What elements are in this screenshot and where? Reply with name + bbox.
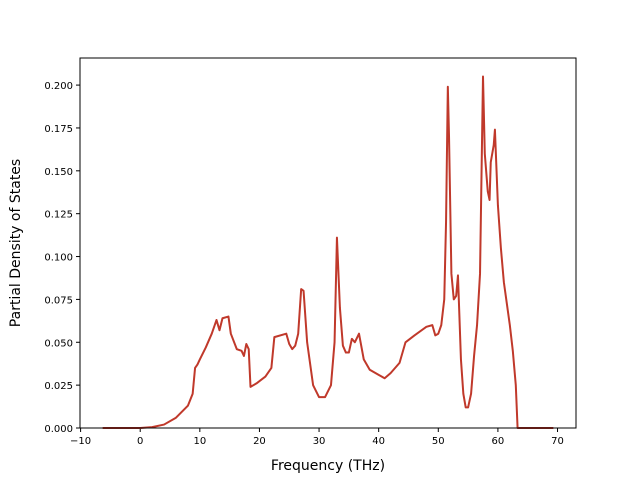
- y-tick-label: 0.050: [44, 338, 73, 349]
- y-tick-label: 0.000: [44, 424, 73, 435]
- y-tick-label: 0.175: [44, 124, 73, 135]
- y-tick-label: 0.025: [44, 381, 73, 392]
- x-tick-label: 40: [372, 436, 385, 447]
- x-tick-label: 20: [253, 436, 266, 447]
- y-tick-label: 0.125: [44, 210, 73, 221]
- x-tick-label: 0: [137, 436, 143, 447]
- x-tick-label: −10: [70, 436, 91, 447]
- plot-frame: [79, 57, 577, 429]
- x-axis-label: Frequency (THz): [271, 458, 385, 474]
- y-axis-label: Partial Density of States: [8, 159, 24, 327]
- y-tick-label: 0.100: [44, 253, 73, 264]
- data-line: [102, 75, 554, 429]
- x-tick-label: 60: [492, 436, 505, 447]
- y-tick-label: 0.200: [44, 81, 73, 92]
- y-tick-label: 0.150: [44, 167, 73, 178]
- x-tick-label: 70: [551, 436, 564, 447]
- x-tick-label: 10: [193, 436, 206, 447]
- x-tick-label: 50: [432, 436, 445, 447]
- x-tick-label: 30: [313, 436, 326, 447]
- y-tick-label: 0.075: [44, 295, 73, 306]
